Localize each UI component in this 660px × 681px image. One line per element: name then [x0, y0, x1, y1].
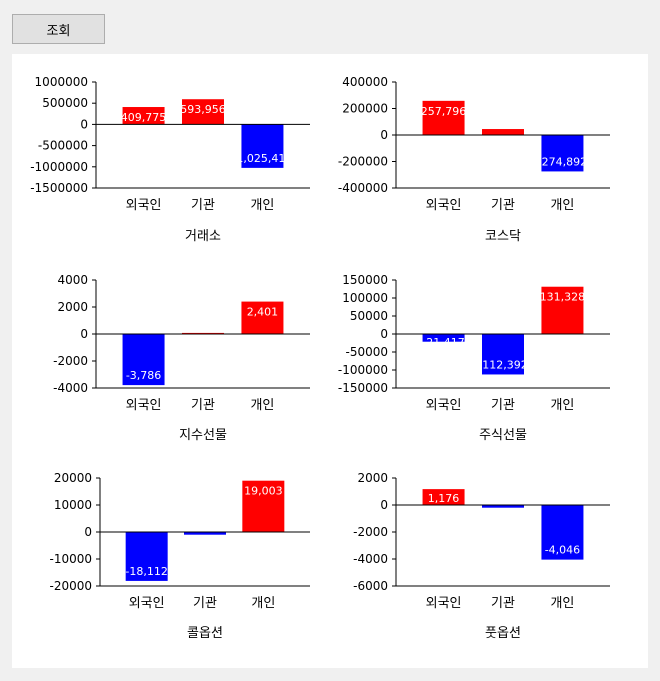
y-tick-label: -100000 [338, 363, 388, 377]
y-tick-label: 100000 [342, 291, 388, 305]
category-label: 외국인 [426, 596, 462, 611]
y-tick-label: -4000 [53, 381, 88, 395]
category-label: 외국인 [126, 198, 162, 213]
chart-1: 1000000 500000 0 -500000 -1000000 -1500000 409… [30, 75, 310, 244]
bar-1 [125, 532, 168, 581]
y-tick-label: -1500000 [30, 181, 88, 195]
y-tick-label: -200000 [338, 155, 388, 169]
bar-3 [242, 480, 285, 532]
chart-title: 주식선물 [479, 428, 527, 443]
category-label: 개인 [550, 398, 574, 413]
y-tick-label: 0 [80, 117, 88, 131]
y-tick-label: 200000 [342, 102, 388, 116]
y-tick-label: -500000 [38, 139, 88, 153]
category-label: 외국인 [126, 398, 162, 413]
category-label: 개인 [550, 596, 574, 611]
data-label: 19,003 [244, 485, 283, 498]
y-tick-label: -20000 [49, 579, 92, 593]
y-tick-label: 2000 [357, 471, 388, 485]
bar-2 [482, 334, 524, 375]
category-label: 개인 [251, 596, 275, 611]
y-tick-label: -6000 [353, 579, 388, 593]
y-tick-label: -400000 [338, 181, 388, 195]
data-label: 131,328 [540, 291, 586, 304]
y-tick-label: -4000 [353, 552, 388, 566]
data-label: -18,112 [125, 565, 167, 578]
y-tick-label: -2000 [53, 354, 88, 368]
bar-2 [184, 532, 226, 535]
bar-3 [541, 135, 584, 172]
y-tick-label: -2000 [353, 525, 388, 539]
y-tick-label: 0 [380, 327, 388, 341]
y-tick-label: -1000000 [30, 160, 88, 174]
y-tick-label: 400000 [342, 75, 388, 89]
chart-6: 2000 0 -2000 -4000 -6000 1,176 -4,046 외국인 기관 개인풋옵… [353, 471, 610, 641]
data-label: -21,417 [422, 336, 464, 349]
category-label: 기관 [491, 398, 515, 413]
y-tick-label: 4000 [57, 273, 88, 287]
chart-4: 150000 100000 50000 0 -50000 -100000 -150000 -2… [338, 273, 610, 443]
category-label: 외국인 [426, 198, 462, 213]
y-tick-label: 0 [380, 128, 388, 142]
bar-1 [122, 107, 165, 125]
chart-title: 콜옵션 [187, 626, 223, 641]
bar-2 [482, 505, 524, 508]
category-label: 개인 [550, 198, 574, 213]
y-tick-label: 0 [380, 498, 388, 512]
bar-2 [482, 129, 524, 135]
y-tick-label: 10000 [54, 498, 92, 512]
bar-3 [541, 505, 584, 560]
category-label: 개인 [250, 198, 274, 213]
category-label: 기관 [491, 198, 515, 213]
bar-3 [541, 286, 584, 334]
data-label: 257,796 [421, 105, 467, 118]
y-tick-label: -10000 [49, 552, 92, 566]
chart-title: 풋옵션 [485, 626, 521, 641]
category-label: 외국인 [426, 398, 462, 413]
chart-5: 20000 10000 0 -10000 -20000 -18,112 19,003 외국인 기… [49, 471, 310, 641]
data-label: -1,025,411 [232, 152, 292, 165]
data-label: -112,392 [478, 358, 527, 371]
category-label: 기관 [191, 398, 215, 413]
data-label: -4,046 [545, 544, 580, 557]
y-tick-label: 500000 [42, 96, 88, 110]
bar-1 [422, 334, 465, 342]
data-label: -274,892 [538, 155, 587, 168]
chart-2: 400000 200000 0 -200000 -400000 257,796 -274,8… [338, 75, 610, 244]
bar-3 [241, 301, 284, 334]
bar-3 [241, 124, 284, 168]
category-label: 개인 [250, 398, 274, 413]
data-label: 1,176 [428, 492, 460, 505]
y-tick-label: 150000 [342, 273, 388, 287]
chart-title: 거래소 [185, 229, 221, 244]
category-label: 기관 [193, 596, 217, 611]
data-label: -3,786 [126, 369, 161, 382]
bar-2 [182, 99, 224, 125]
chart-title: 코스닥 [485, 229, 521, 244]
charts-canvas: 10000005000000-500000-1000000-1500000409… [30, 75, 610, 641]
y-tick-label: 20000 [54, 471, 92, 485]
y-tick-label: 1000000 [35, 75, 88, 89]
chart-3: 4000 2000 0 -2000 -4000 -3,786 2,401 외국인 기관 개인지수선… [53, 273, 310, 443]
data-label: 409,775 [121, 111, 167, 124]
category-label: 기관 [491, 596, 515, 611]
y-tick-label: 50000 [350, 309, 388, 323]
y-tick-label: -150000 [338, 381, 388, 395]
y-tick-label: 2000 [57, 300, 88, 314]
chart-panel: 1000000 500000 0 -500000 -1000000 -1500000 409… [12, 54, 648, 668]
bar-1 [422, 100, 465, 135]
y-tick-label: 0 [84, 525, 92, 539]
bar-1 [422, 489, 465, 505]
y-tick-label: 0 [80, 327, 88, 341]
data-label: 593,956 [180, 103, 226, 116]
category-label: 외국인 [129, 596, 165, 611]
data-label: 2,401 [247, 306, 279, 319]
chart-title: 지수선물 [179, 428, 227, 443]
y-tick-label: -50000 [345, 345, 388, 359]
category-label: 기관 [191, 198, 215, 213]
query-button[interactable]: 조회 [12, 14, 105, 44]
bar-1 [122, 334, 165, 386]
